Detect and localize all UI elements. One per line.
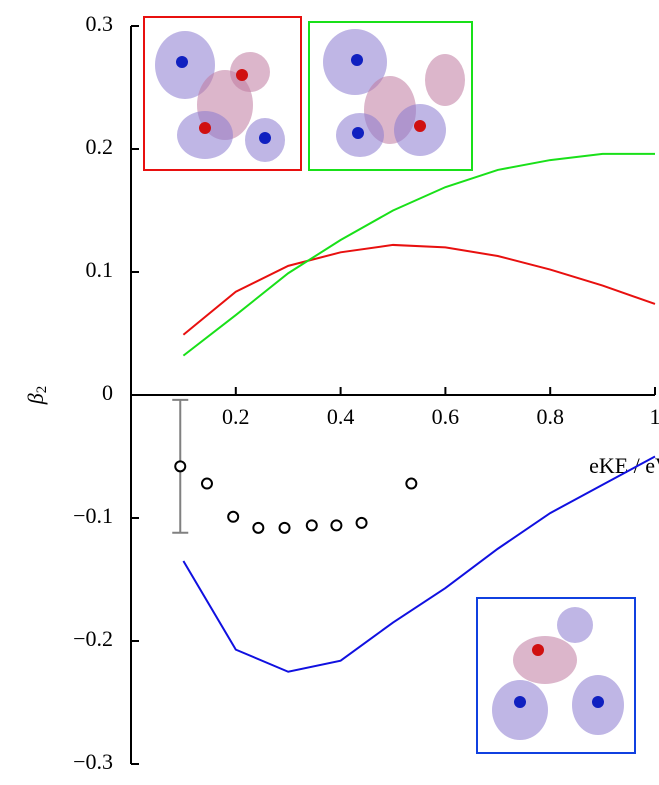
x-tick-label: 0.6: [432, 404, 460, 429]
atom: [592, 696, 604, 708]
y-tick-label: 0.2: [86, 134, 114, 159]
atom: [259, 132, 271, 144]
y-tick-label: −0.3: [73, 749, 113, 774]
inset-red: [144, 17, 301, 170]
orbital-lobe: [425, 54, 465, 106]
atom: [352, 127, 364, 139]
y-label-sub: 2: [34, 386, 50, 394]
orbital-lobe: [513, 636, 577, 684]
data-point: [202, 479, 212, 489]
data-point: [331, 520, 341, 530]
atom: [514, 696, 526, 708]
line-series: [183, 245, 655, 335]
orbital-lobe: [177, 111, 233, 159]
y-tick-label: 0: [102, 380, 113, 405]
atom: [176, 56, 188, 68]
y-tick-label: −0.1: [73, 503, 113, 528]
atom: [414, 120, 426, 132]
x-tick-label: 0.2: [222, 404, 250, 429]
y-tick-label: 0.3: [86, 11, 114, 36]
inset-blue: [477, 598, 635, 753]
line-series: [183, 154, 655, 356]
data-point: [406, 479, 416, 489]
orbital-lobe: [492, 680, 548, 740]
inset-green: [309, 22, 472, 170]
x-tick-label: 1: [650, 404, 659, 429]
atom: [532, 644, 544, 656]
y-tick-label: −0.2: [73, 626, 113, 651]
y-label-main: β: [23, 393, 48, 405]
orbital-lobe: [557, 607, 593, 643]
atom: [236, 69, 248, 81]
x-tick-label: 0.4: [327, 404, 355, 429]
data-point: [357, 518, 367, 528]
atom: [199, 122, 211, 134]
x-tick-label: 0.8: [536, 404, 564, 429]
y-axis-label: β2: [23, 386, 50, 405]
data-point: [253, 523, 263, 533]
data-point: [307, 520, 317, 530]
data-point: [280, 523, 290, 533]
orbital-lobe: [230, 52, 270, 92]
y-tick-label: 0.1: [86, 257, 114, 282]
data-point: [175, 461, 185, 471]
data-point: [228, 512, 238, 522]
atom: [351, 54, 363, 66]
